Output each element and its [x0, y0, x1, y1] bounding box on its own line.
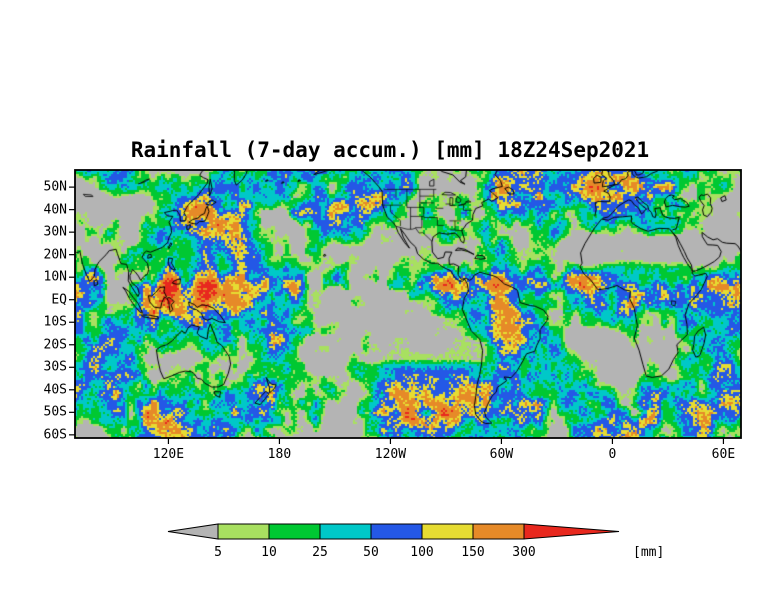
lon-tick-label: 0: [608, 447, 617, 462]
colorbar-tick-label: 10: [261, 545, 277, 560]
lon-tick-label: 180: [267, 447, 292, 462]
lat-tick-label: 20N: [43, 247, 67, 263]
colorbar: 5 10 25 50 100 150 300 [mm]: [167, 523, 664, 560]
lat-tick-label: 40S: [43, 382, 67, 398]
lat-tick-label: 50S: [43, 404, 67, 420]
lon-tick-label: 120W: [374, 447, 407, 462]
colorbar-tick-label: 150: [461, 545, 484, 560]
plot-title: Rainfall (7-day accum.) [mm] 18Z24Sep202…: [130, 138, 650, 162]
colorbar-bin: [217, 523, 270, 540]
lat-tick-label: 40N: [43, 202, 67, 218]
colorbar-tick-label: 300: [512, 545, 535, 560]
lat-tick-label: EQ: [51, 292, 67, 308]
colorbar-tick-label: 5: [214, 545, 222, 560]
lat-tick-label: 10S: [43, 314, 67, 330]
colorbar-bin: [268, 523, 321, 540]
lat-tick-label: 30N: [43, 224, 67, 240]
colorbar-tick-label: 25: [312, 545, 328, 560]
colorbar-unit-label: [mm]: [633, 545, 664, 560]
lat-tick-label: 20S: [43, 337, 67, 353]
lat-tick-label: 30S: [43, 359, 67, 375]
colorbar-arrow-low: [167, 523, 219, 540]
colorbar-bin: [472, 523, 525, 540]
colorbar-tick-label: 100: [410, 545, 433, 560]
colorbar-tick-label: 50: [363, 545, 379, 560]
lon-tick-label: 60E: [711, 447, 736, 462]
lat-tick-label: 60S: [43, 427, 67, 443]
lon-tick-label: 60W: [489, 447, 514, 462]
lat-tick-label: 10N: [43, 269, 67, 285]
map-canvas: [75, 170, 741, 438]
colorbar-bin: [319, 523, 372, 540]
lon-tick-label: 120E: [152, 447, 185, 462]
lat-tick-label: 50N: [43, 179, 67, 195]
colorbar-bin: [421, 523, 474, 540]
colorbar-arrow-high: [523, 523, 620, 540]
colorbar-bin: [370, 523, 423, 540]
